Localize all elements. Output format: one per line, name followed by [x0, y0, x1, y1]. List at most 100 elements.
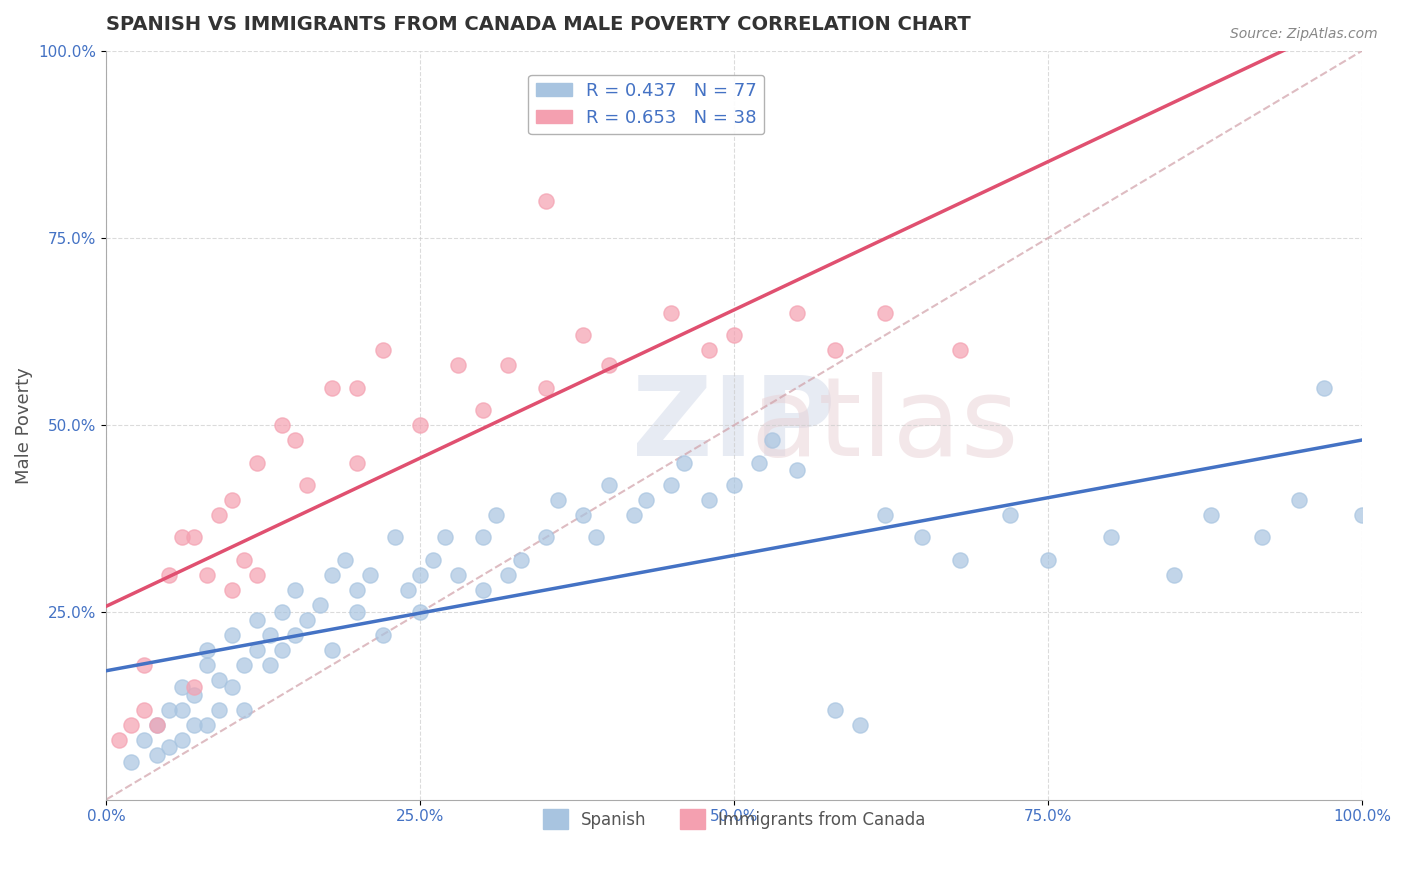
- Point: [434, 531, 457, 545]
- Point: [371, 628, 394, 642]
- Point: [1036, 553, 1059, 567]
- Point: [284, 582, 307, 597]
- Text: SPANISH VS IMMIGRANTS FROM CANADA MALE POVERTY CORRELATION CHART: SPANISH VS IMMIGRANTS FROM CANADA MALE P…: [107, 15, 972, 34]
- Point: [233, 703, 256, 717]
- Point: [848, 717, 870, 731]
- Point: [534, 381, 557, 395]
- Point: [246, 642, 269, 657]
- Point: [120, 717, 142, 731]
- Point: [447, 568, 470, 582]
- Point: [246, 568, 269, 582]
- Point: [534, 531, 557, 545]
- Point: [132, 703, 155, 717]
- Point: [509, 553, 531, 567]
- Point: [598, 478, 620, 492]
- Point: [534, 194, 557, 208]
- Point: [145, 747, 167, 762]
- Point: [572, 508, 595, 522]
- Point: [321, 568, 343, 582]
- Point: [1351, 508, 1374, 522]
- Point: [1250, 531, 1272, 545]
- Point: [723, 478, 745, 492]
- Point: [308, 598, 330, 612]
- Point: [170, 680, 193, 694]
- Point: [598, 359, 620, 373]
- Point: [422, 553, 444, 567]
- Point: [447, 359, 470, 373]
- Point: [183, 688, 205, 702]
- Point: [208, 673, 231, 687]
- Point: [271, 642, 294, 657]
- Point: [183, 531, 205, 545]
- Point: [672, 456, 695, 470]
- Point: [472, 582, 495, 597]
- Point: [157, 740, 180, 755]
- Point: [132, 732, 155, 747]
- Point: [195, 657, 218, 672]
- Point: [911, 531, 934, 545]
- Point: [623, 508, 645, 522]
- Point: [246, 613, 269, 627]
- Text: Source: ZipAtlas.com: Source: ZipAtlas.com: [1230, 27, 1378, 41]
- Point: [723, 328, 745, 343]
- Point: [786, 306, 808, 320]
- Point: [221, 628, 243, 642]
- Point: [346, 381, 368, 395]
- Point: [484, 508, 506, 522]
- Point: [346, 605, 368, 619]
- Point: [221, 582, 243, 597]
- Point: [120, 755, 142, 769]
- Point: [321, 381, 343, 395]
- Point: [761, 433, 783, 447]
- Point: [333, 553, 356, 567]
- Point: [284, 433, 307, 447]
- Point: [949, 343, 972, 358]
- Point: [1288, 493, 1310, 508]
- Point: [396, 582, 419, 597]
- Point: [659, 478, 682, 492]
- Y-axis label: Male Poverty: Male Poverty: [15, 367, 32, 483]
- Text: atlas: atlas: [751, 372, 1019, 479]
- Point: [221, 680, 243, 694]
- Point: [786, 463, 808, 477]
- Point: [295, 478, 318, 492]
- Point: [108, 732, 131, 747]
- Point: [157, 568, 180, 582]
- Legend: Spanish, Immigrants from Canada: Spanish, Immigrants from Canada: [536, 803, 932, 836]
- Point: [157, 703, 180, 717]
- Point: [259, 657, 281, 672]
- Point: [873, 306, 896, 320]
- Point: [949, 553, 972, 567]
- Point: [170, 703, 193, 717]
- Point: [472, 531, 495, 545]
- Point: [145, 717, 167, 731]
- Point: [496, 359, 519, 373]
- Point: [271, 418, 294, 433]
- Point: [409, 418, 432, 433]
- Point: [183, 680, 205, 694]
- Point: [824, 703, 846, 717]
- Point: [221, 493, 243, 508]
- Point: [496, 568, 519, 582]
- Point: [346, 582, 368, 597]
- Point: [246, 456, 269, 470]
- Point: [195, 642, 218, 657]
- Point: [585, 531, 607, 545]
- Point: [472, 403, 495, 417]
- Point: [284, 628, 307, 642]
- Point: [208, 703, 231, 717]
- Point: [321, 642, 343, 657]
- Point: [271, 605, 294, 619]
- Point: [572, 328, 595, 343]
- Point: [384, 531, 406, 545]
- Text: ZIP: ZIP: [633, 372, 835, 479]
- Point: [132, 657, 155, 672]
- Point: [183, 717, 205, 731]
- Point: [170, 531, 193, 545]
- Point: [295, 613, 318, 627]
- Point: [233, 657, 256, 672]
- Point: [824, 343, 846, 358]
- Point: [359, 568, 381, 582]
- Point: [346, 456, 368, 470]
- Point: [1163, 568, 1185, 582]
